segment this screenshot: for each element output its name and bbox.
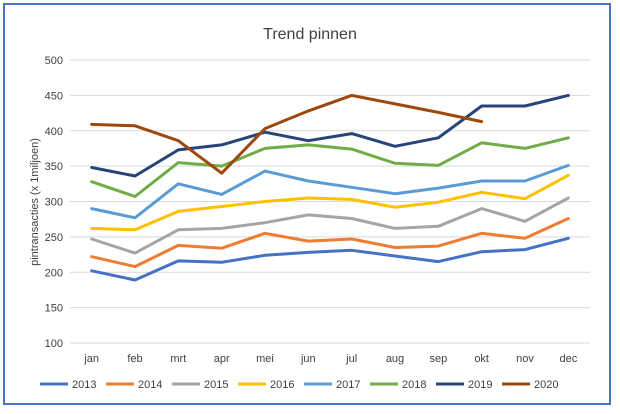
legend-item-2019: 2019 (436, 379, 492, 391)
series-line-2018 (90, 136, 570, 198)
series-line-2017 (90, 163, 570, 220)
y-tick-label: 200 (45, 267, 63, 279)
legend-item-2014: 2014 (106, 379, 162, 391)
y-tick-label: 400 (45, 126, 63, 138)
series-line-2015 (90, 196, 570, 255)
series-line-2016 (90, 173, 570, 232)
x-tick-label: nov (516, 353, 534, 365)
x-tick-label: aug (386, 353, 404, 365)
legend-label: 2016 (270, 379, 294, 391)
x-tick-label: jul (345, 353, 357, 365)
legend-item-2018: 2018 (370, 379, 426, 391)
legend-item-2013: 2013 (40, 379, 96, 391)
legend-item-2020: 2020 (502, 379, 558, 391)
legend-item-2017: 2017 (304, 379, 360, 391)
y-tick-labels: 100 150 200 250 300 350 400 450 500 (45, 55, 63, 350)
x-tick-label: dec (559, 353, 577, 365)
legend-label: 2013 (72, 379, 96, 391)
y-tick-label: 150 (45, 303, 63, 315)
chart-title: Trend pinnen (263, 26, 357, 43)
y-axis-label: pintransacties (x 1miljoen) (29, 138, 41, 266)
legend-item-2016: 2016 (238, 379, 294, 391)
x-tick-label: jan (83, 353, 99, 365)
legend: 2013 2014 2015 2016 2017 2018 2019 2020 (40, 379, 558, 391)
chart-frame (3, 3, 611, 405)
y-tick-label: 450 (45, 90, 63, 102)
x-tick-labels: jan feb mrt apr mei jun jul aug sep okt nov dec (83, 353, 577, 365)
legend-label: 2020 (534, 379, 558, 391)
legend-label: 2014 (138, 379, 162, 391)
series-line-2019 (90, 93, 570, 178)
y-tick-label: 500 (45, 55, 63, 67)
y-tick-label: 250 (45, 232, 63, 244)
legend-item-2015: 2015 (172, 379, 228, 391)
legend-label: 2017 (336, 379, 360, 391)
x-tick-label: mei (256, 353, 274, 365)
series-lines (90, 93, 570, 282)
legend-label: 2018 (402, 379, 426, 391)
x-tick-label: apr (214, 353, 230, 365)
x-tick-label: mrt (170, 353, 186, 365)
x-tick-label: okt (474, 353, 489, 365)
y-tick-label: 100 (45, 338, 63, 350)
y-tick-label: 300 (45, 197, 63, 209)
y-tick-label: 350 (45, 161, 63, 173)
series-line-2014 (90, 217, 570, 269)
series-line-2013 (90, 236, 570, 282)
x-tick-label: jun (300, 353, 316, 365)
legend-label: 2015 (204, 379, 228, 391)
legend-label: 2019 (468, 379, 492, 391)
series-line-2020 (90, 93, 484, 175)
x-tick-label: feb (127, 353, 142, 365)
x-tick-label: sep (429, 353, 447, 365)
gridlines (70, 59, 590, 344)
